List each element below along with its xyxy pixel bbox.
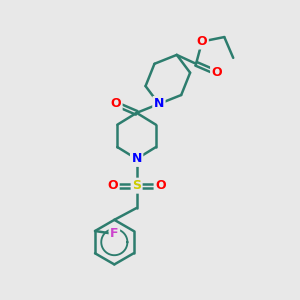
Text: O: O	[212, 66, 222, 79]
Text: O: O	[110, 98, 121, 110]
Text: O: O	[197, 35, 207, 48]
Text: O: O	[107, 179, 118, 192]
Text: N: N	[154, 98, 164, 110]
Text: O: O	[155, 179, 166, 192]
Text: N: N	[131, 152, 142, 165]
Text: S: S	[132, 179, 141, 192]
Text: F: F	[110, 227, 118, 241]
